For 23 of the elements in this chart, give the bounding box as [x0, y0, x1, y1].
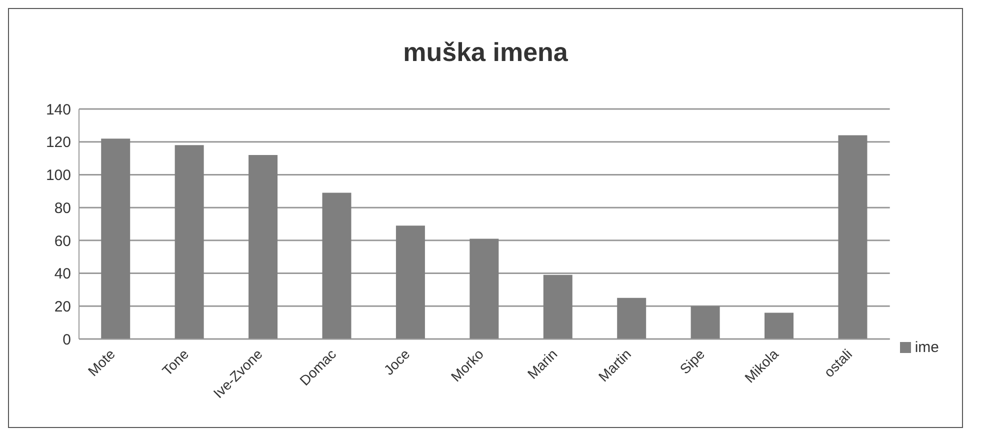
x-tick-label: Sipe — [676, 346, 708, 377]
bar — [470, 238, 499, 339]
bar — [838, 135, 868, 339]
y-tick-label: 140 — [46, 101, 71, 118]
y-tick-label: 60 — [54, 232, 71, 250]
bar — [764, 312, 794, 339]
y-tick-label: 40 — [54, 266, 71, 283]
chart-title: muška imena — [402, 37, 569, 68]
bar — [543, 274, 572, 339]
bar — [690, 306, 720, 339]
y-tick-label: 80 — [54, 200, 71, 217]
y-tick-label: 120 — [46, 134, 71, 152]
y-tick-label: 100 — [46, 167, 71, 184]
bar — [617, 298, 646, 339]
bar — [101, 138, 130, 339]
y-tick-label: 0 — [62, 331, 71, 348]
bar — [322, 192, 352, 339]
x-tick-label: Tone — [158, 346, 192, 379]
y-tick-label: 20 — [54, 298, 71, 316]
bar — [396, 226, 425, 339]
legend-label: ime — [914, 339, 939, 356]
bar — [248, 155, 278, 339]
bar — [174, 145, 204, 339]
